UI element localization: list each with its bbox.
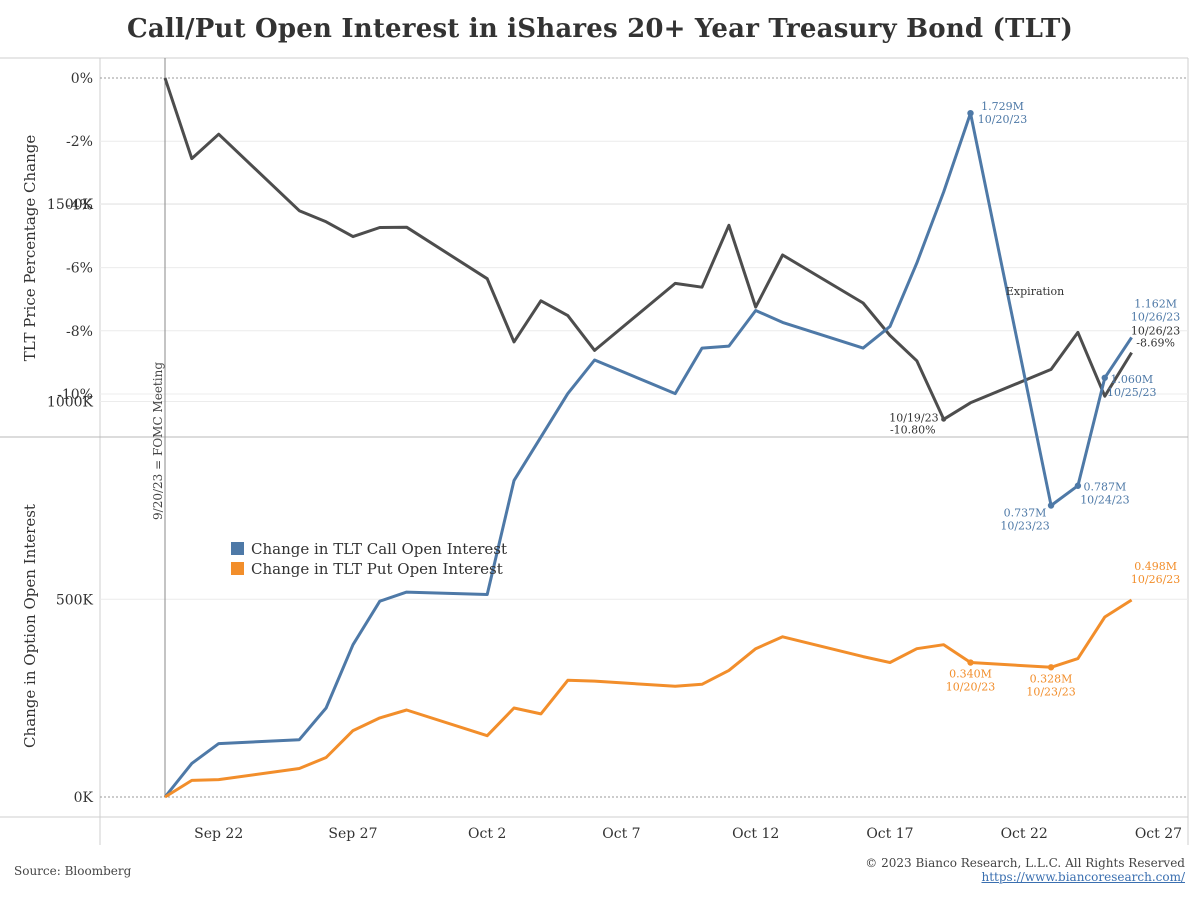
copyright-note: © 2023 Bianco Research, L.L.C. All Right…	[865, 856, 1185, 870]
put-oi-marker	[967, 659, 974, 666]
bottom-y-tick-label: 1000K	[47, 395, 94, 411]
put-oi-line	[164, 598, 1133, 799]
call-oi-annotation-date: 10/25/23	[1107, 386, 1156, 399]
top-y-tick-label: -8%	[66, 324, 93, 340]
call-oi-marker	[967, 109, 974, 117]
legend-swatch-call	[231, 542, 244, 555]
x-tick-label: Oct 12	[732, 826, 779, 842]
bottom-y-tick-label: 1500K	[47, 197, 94, 213]
call-oi-marker	[1074, 482, 1082, 489]
top-y-tick-label: -6%	[66, 261, 93, 277]
top-y-tick-label: -2%	[66, 134, 93, 150]
legend-label-put: Change in TLT Put Open Interest	[251, 560, 503, 578]
top-y-tick-label: -10%	[57, 387, 93, 403]
x-tick-label: Oct 17	[866, 826, 913, 842]
bottom-y-tick-label: 500K	[56, 592, 94, 608]
x-tick-label: Oct 7	[602, 826, 640, 842]
tlt-annotation-date: 10/26/23	[1131, 325, 1180, 338]
put-oi-annotation-date: 10/20/23	[946, 681, 995, 694]
call-oi-annotation-value: 1.162M	[1134, 297, 1177, 310]
x-tick-label: Sep 27	[328, 826, 377, 842]
call-oi-annotation-value: 0.737M	[1004, 507, 1047, 520]
call-oi-annotation-date: 10/26/23	[1131, 310, 1180, 323]
chart-title: Call/Put Open Interest in iShares 20+ Ye…	[126, 14, 1074, 44]
x-tick-label: Oct 27	[1135, 826, 1182, 842]
legend-swatch-put	[231, 562, 244, 575]
top-y-tick-label: 0%	[71, 71, 93, 87]
call-oi-annotation-value: 0.787M	[1084, 481, 1127, 494]
call-oi-annotation-value: 1.729M	[981, 100, 1024, 113]
fomc-event-label: 9/20/23 = FOMC Meeting	[151, 362, 165, 520]
call-oi-annotation-date: 10/23/23	[1000, 520, 1049, 533]
top-y-axis-label: TLT Price Percentage Change	[21, 135, 39, 362]
tlt-annotation-value: -8.69%	[1136, 337, 1175, 350]
legend-label-call: Change in TLT Call Open Interest	[251, 540, 507, 558]
tlt-annotation-date: 10/19/23	[889, 411, 938, 424]
expiration-label: Expiration	[1006, 285, 1064, 298]
x-tick-label: Sep 22	[194, 826, 243, 842]
call-oi-line	[163, 111, 1133, 798]
put-oi-annotation-value: 0.498M	[1134, 560, 1177, 573]
x-tick-label: Oct 2	[468, 826, 506, 842]
tlt-price-line	[163, 77, 1133, 421]
top-y-tick-label: -4%	[66, 197, 93, 213]
call-oi-annotation-date: 10/20/23	[978, 113, 1027, 126]
put-oi-annotation-value: 0.340M	[949, 668, 992, 681]
put-oi-marker	[1047, 664, 1055, 671]
bottom-y-axis-label: Change in Option Open Interest	[21, 504, 39, 748]
x-tick-label: Oct 22	[1001, 826, 1048, 842]
put-oi-annotation-date: 10/23/23	[1026, 685, 1075, 698]
call-oi-marker	[1047, 502, 1055, 509]
website-link[interactable]: https://www.biancoresearch.com/	[981, 870, 1185, 884]
tlt-annotation-value: -10.80%	[890, 423, 936, 436]
call-oi-marker	[1101, 374, 1108, 381]
call-oi-annotation-date: 10/24/23	[1080, 494, 1129, 507]
bottom-y-tick-label: 0K	[74, 790, 94, 806]
call-oi-annotation-value: 1.060M	[1110, 373, 1153, 386]
put-oi-annotation-date: 10/26/23	[1131, 573, 1180, 586]
source-note: Source: Bloomberg	[14, 864, 132, 878]
put-oi-annotation-value: 0.328M	[1030, 672, 1073, 685]
legend: Change in TLT Call Open Interest Change i…	[231, 540, 507, 578]
tlt-price-marker	[941, 416, 947, 422]
